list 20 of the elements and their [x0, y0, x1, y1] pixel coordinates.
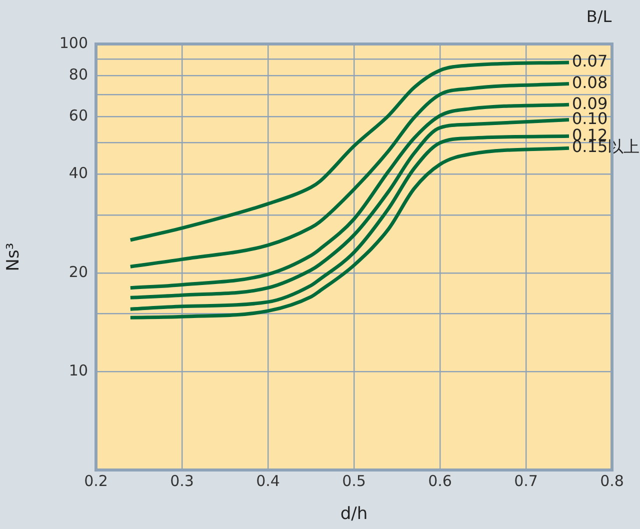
y-tick-label: 100 [59, 34, 88, 52]
y-tick-label: 80 [68, 66, 88, 84]
y-axis-title: Ns³ [4, 242, 24, 272]
y-tick-label: 10 [68, 361, 88, 380]
x-tick-label: 0.8 [600, 472, 624, 490]
line-series [128, 60, 571, 242]
legend-title: B/L [586, 7, 612, 26]
x-tick-label: 0.7 [514, 472, 538, 490]
x-tick-label: 0.5 [342, 472, 366, 490]
y-tick-label: 40 [68, 164, 88, 182]
x-tick-label: 0.6 [428, 472, 452, 490]
series-label: 0.08 [572, 72, 608, 92]
y-tick-label: 60 [68, 106, 88, 125]
series-label: 0.07 [572, 52, 608, 71]
x-tick-label: 0.4 [256, 472, 280, 490]
x-tick-label: 0.3 [170, 472, 194, 490]
line-series [128, 82, 571, 268]
x-tick-label: 0.2 [84, 472, 108, 490]
x-axis-title: d/h [340, 504, 368, 524]
y-tick-label: 20 [68, 262, 88, 281]
